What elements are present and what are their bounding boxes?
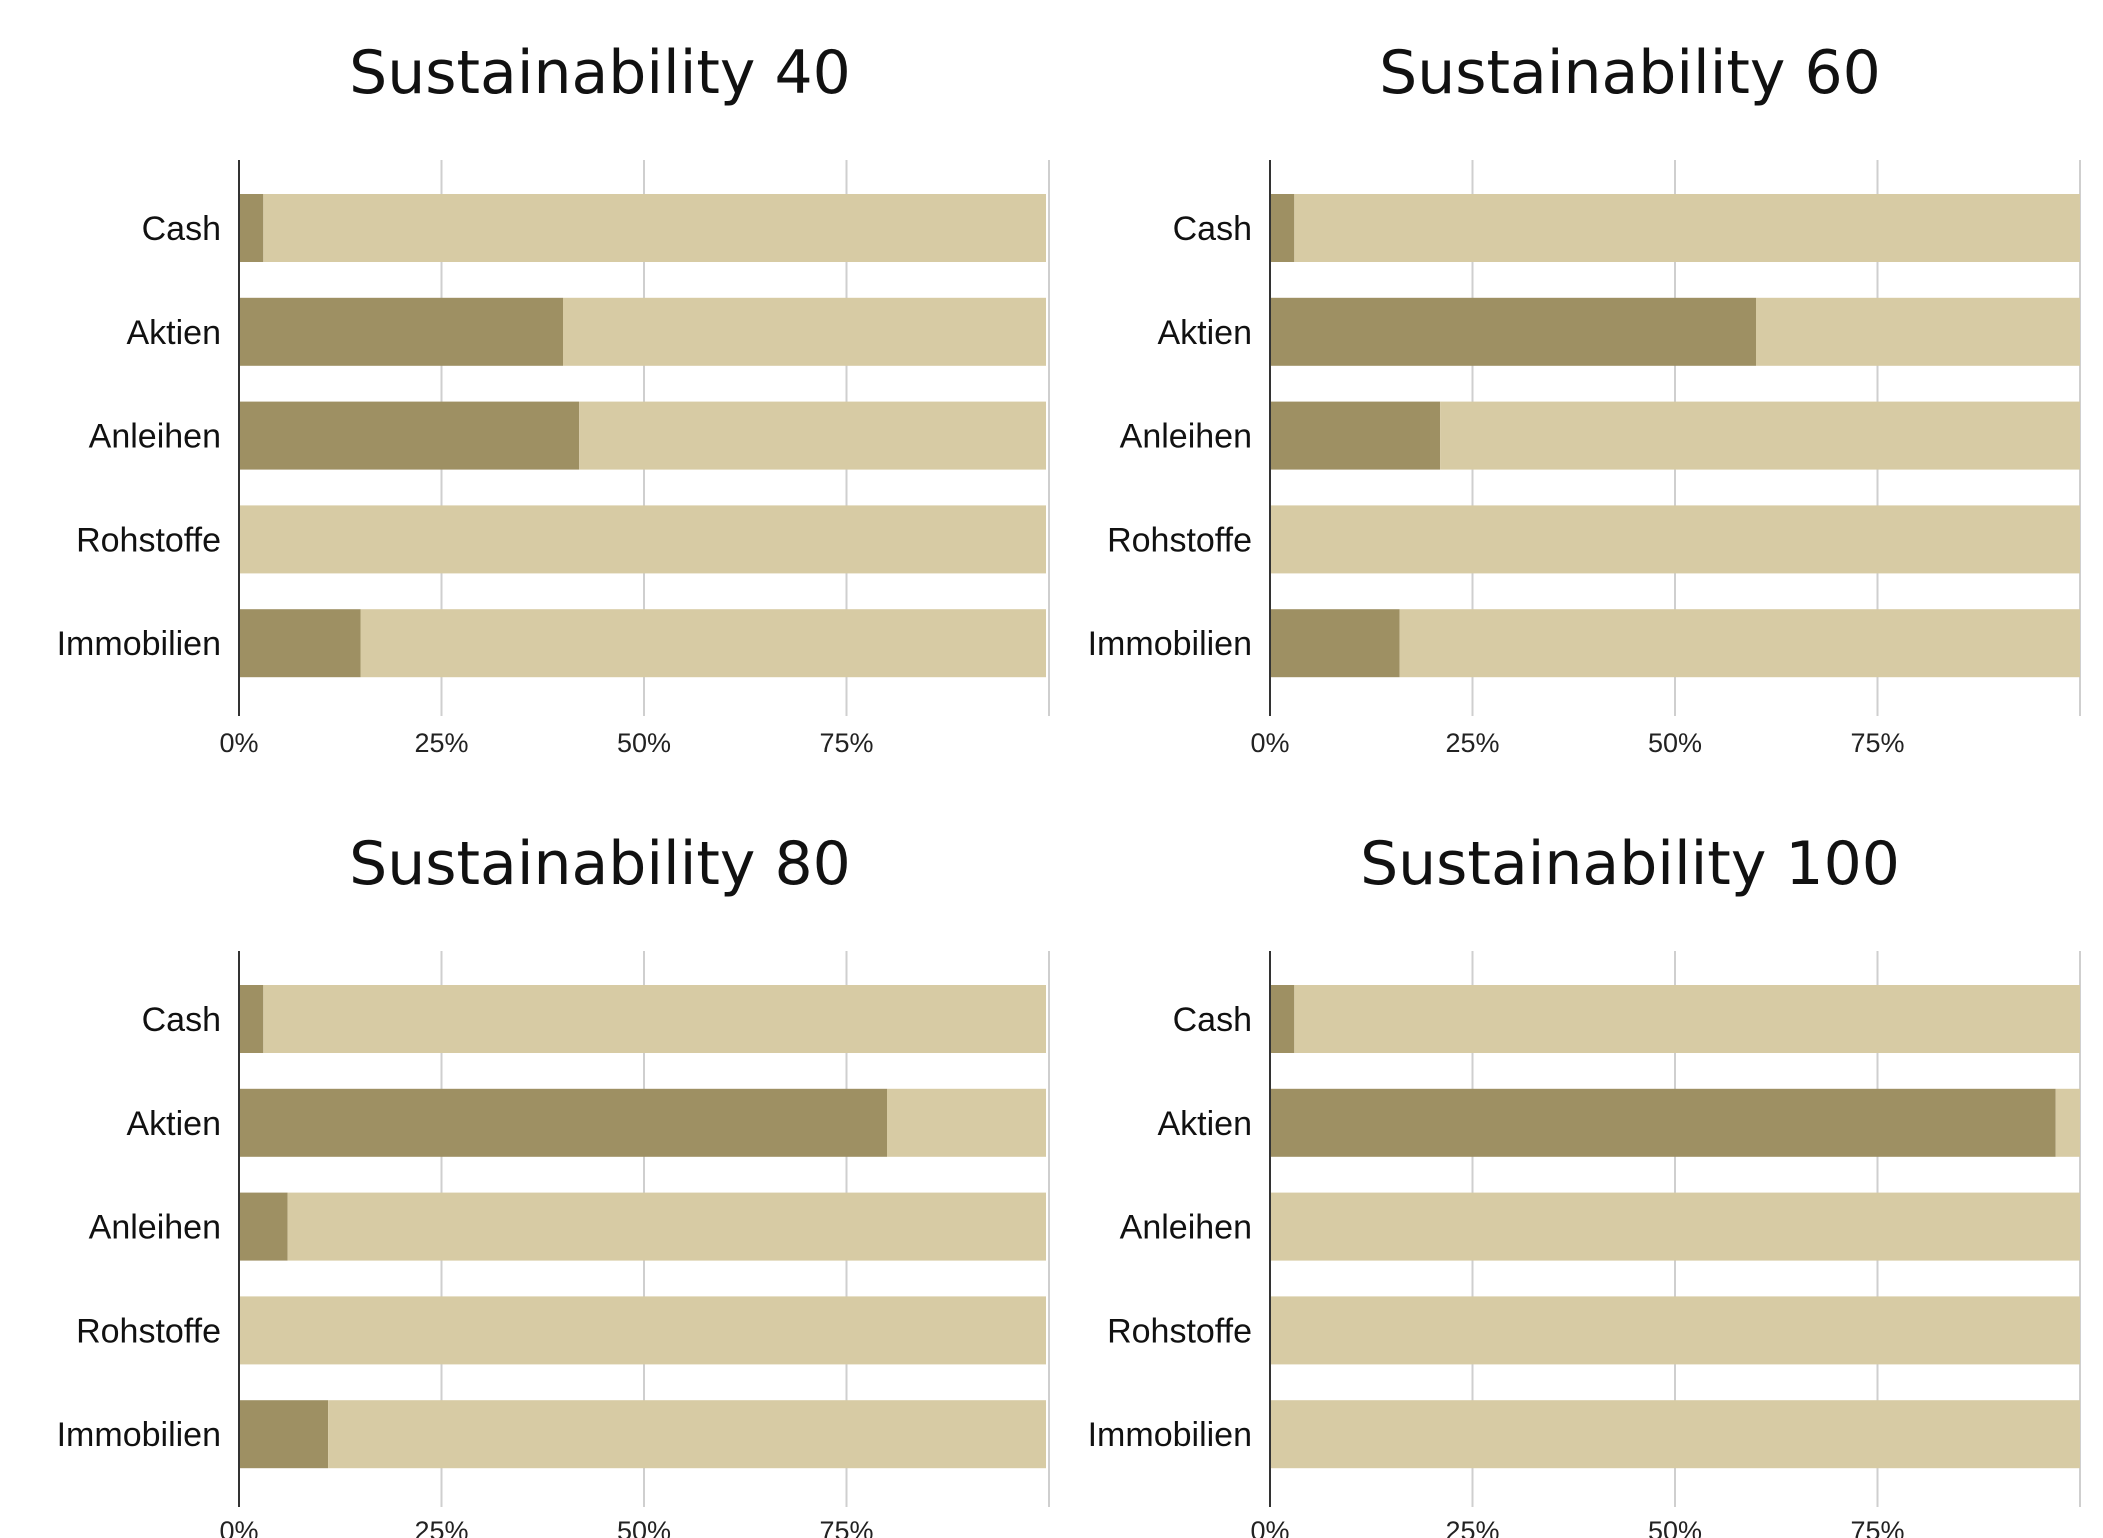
bar-aktien-allocation [239, 297, 563, 366]
category-label: Anleihen [89, 1209, 221, 1247]
category-label: Immobilien [57, 1416, 221, 1454]
x-tick-label: 0% [219, 728, 258, 758]
x-tick-label: 0% [219, 1516, 258, 1538]
chart-title: Sustainability 40 [349, 38, 851, 108]
category-label: Immobilien [57, 625, 221, 663]
x-tick-label: 25% [1445, 728, 1499, 758]
bar-rohstoffe-remainder [1270, 1296, 2080, 1365]
bar-immobilien-remainder [360, 609, 1046, 678]
category-label: Anleihen [89, 418, 221, 456]
x-tick-label: 50% [1648, 728, 1702, 758]
x-tick-label: 50% [617, 1516, 671, 1538]
bar-aktien-remainder [887, 1088, 1046, 1157]
chart-title: Sustainability 80 [349, 829, 851, 899]
x-tick-label: 25% [414, 1516, 468, 1538]
category-label: Rohstoffe [76, 1312, 221, 1350]
category-label: Cash [142, 210, 221, 248]
chart-title: Sustainability 100 [1360, 829, 1900, 899]
bar-immobilien-remainder [1399, 609, 2080, 678]
category-label: Rohstoffe [76, 521, 221, 559]
category-label: Cash [1173, 1001, 1252, 1039]
category-label: Aktien [1158, 314, 1253, 352]
category-label: Cash [1173, 210, 1252, 248]
x-tick-label: 75% [819, 728, 873, 758]
bar-anleihen-allocation [239, 401, 580, 470]
bar-anleihen-remainder [287, 1192, 1047, 1261]
bar-aktien-remainder [2055, 1088, 2080, 1157]
category-label: Immobilien [1088, 625, 1252, 663]
bar-anleihen-remainder [1440, 401, 2080, 470]
chart-panel-4: Sustainability 100 Cash Aktien Anleihen Rohs… [1088, 829, 2081, 1538]
bar-aktien-allocation [1270, 1088, 2056, 1157]
chart-panel-2: Sustainability 60 Cash Aktien Anleihen Rohst… [1088, 38, 2081, 758]
bar-cash-allocation [239, 194, 264, 262]
bar-aktien-allocation [239, 1088, 887, 1157]
x-tick-label: 25% [414, 728, 468, 758]
bar-cash-remainder [263, 985, 1046, 1053]
bar-anleihen-remainder [1270, 1192, 2080, 1261]
x-tick-label: 0% [1250, 1516, 1289, 1538]
bar-anleihen-remainder [579, 401, 1046, 470]
category-label: Rohstoffe [1107, 521, 1252, 559]
bar-cash-remainder [1294, 985, 2080, 1053]
x-tick-label: 75% [1850, 1516, 1904, 1538]
x-tick-label: 75% [819, 1516, 873, 1538]
category-label: Aktien [127, 314, 222, 352]
bar-rohstoffe-remainder [239, 505, 1046, 574]
bar-aktien-allocation [1270, 297, 1756, 366]
bar-cash-allocation [1270, 985, 1295, 1053]
bar-immobilien-remainder [1270, 1400, 2080, 1469]
bar-immobilien-remainder [328, 1400, 1047, 1469]
bar-aktien-remainder [563, 297, 1046, 366]
bar-cash-allocation [1270, 194, 1295, 262]
chart-title: Sustainability 60 [1379, 38, 1881, 108]
chart-panel-1: Sustainability 40 Cash Aktien Anleihen Rohst… [57, 38, 1050, 758]
x-tick-label: 75% [1850, 728, 1904, 758]
category-label: Immobilien [1088, 1416, 1252, 1454]
bar-anleihen-allocation [239, 1192, 288, 1261]
bar-cash-remainder [263, 194, 1046, 262]
category-label: Anleihen [1120, 418, 1252, 456]
bar-cash-allocation [239, 985, 264, 1053]
bar-rohstoffe-remainder [239, 1296, 1046, 1365]
x-tick-label: 0% [1250, 728, 1289, 758]
bar-immobilien-allocation [1270, 609, 1400, 678]
bar-rohstoffe-remainder [1270, 505, 2080, 574]
bar-aktien-remainder [1756, 297, 2080, 366]
bar-cash-remainder [1294, 194, 2080, 262]
bar-immobilien-allocation [239, 1400, 329, 1469]
category-label: Cash [142, 1001, 221, 1039]
x-tick-label: 50% [617, 728, 671, 758]
category-label: Anleihen [1120, 1209, 1252, 1247]
bar-immobilien-allocation [239, 609, 361, 678]
x-tick-label: 50% [1648, 1516, 1702, 1538]
category-label: Aktien [127, 1105, 222, 1143]
category-label: Aktien [1158, 1105, 1253, 1143]
bar-anleihen-allocation [1270, 401, 1441, 470]
chart-panel-3: Sustainability 80 Cash Aktien Anleihen Rohst… [57, 829, 1050, 1538]
category-label: Rohstoffe [1107, 1312, 1252, 1350]
x-tick-label: 25% [1445, 1516, 1499, 1538]
